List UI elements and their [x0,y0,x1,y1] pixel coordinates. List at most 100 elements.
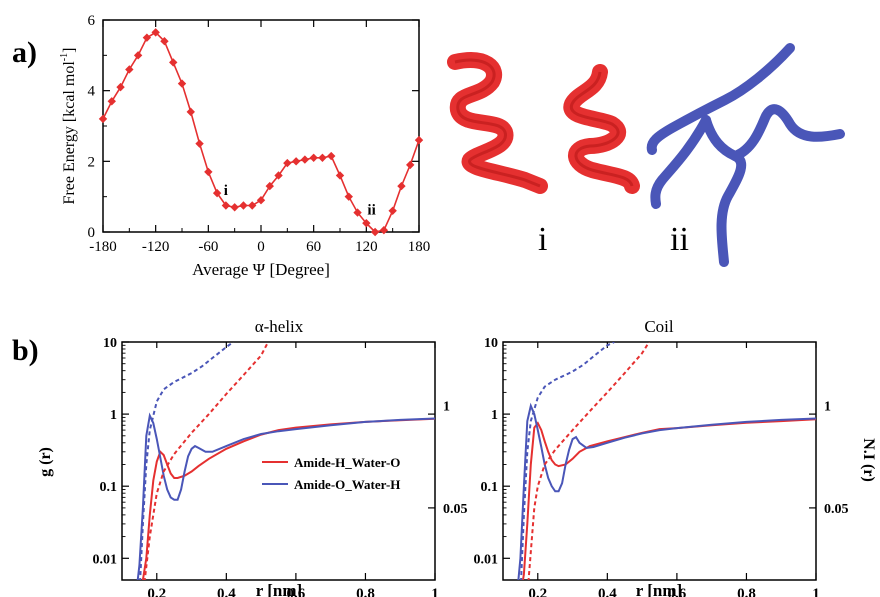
chart-a-point [397,181,406,191]
structure-label-ii: ii [670,221,689,258]
chart-a-point [309,153,318,162]
chart-a-annotations: iii [224,183,376,218]
chart-a-point [116,82,125,92]
chart-c-xlabel: r [nm] [636,581,682,597]
chart-c-xtick-label: 1 [812,586,820,597]
chart-a-annotation: ii [367,202,375,218]
chart-a-point [406,160,415,170]
chart-a-ylabel: Free Energy [kcal mol-1] [59,48,78,205]
chart-a-point [177,79,187,88]
chart-a-point [239,201,248,210]
chart-c-series [517,342,816,580]
chart-b-legend: Amide-H_Water-O Amide-O_Water-H [262,455,400,492]
chart-a-annotation: i [224,183,228,199]
chart-b-title: α-helix [255,317,304,336]
panel-label-a: a) [12,36,37,69]
legend-label-amide-o: Amide-O_Water-H [294,477,400,492]
chart-a-point [151,28,160,37]
chart-c-y2tick-label: 0.05 [824,502,849,517]
chart-c-series-line [517,402,816,580]
chart-a-point [283,158,292,168]
chart-b-xlabel: r [nm] [256,581,302,597]
coil-structure [646,43,845,267]
chart-a-point [133,51,143,60]
chart-a-point [98,114,108,124]
chart-a-point [265,181,274,191]
chart-b-series-line [141,417,435,580]
chart-b-ytick-label: 10 [103,336,117,351]
chart-a-ytick-label: 2 [88,154,96,170]
chart-b-ylabel: g (r) [37,447,54,477]
chart-a-ticks: -180 -120 -60 0 60 120 180 0 2 4 6 [88,13,431,255]
chart-a-point [300,155,310,164]
coil-rdf-chart: Coil 0.2 0.4 0.6 0.8 1 0.01 0.1 1 10 1 0.05 r [nm]… [474,317,878,597]
chart-c-xtick-label: 0.2 [528,586,547,597]
chart-b-series-line [143,342,269,580]
legend-label-amide-h: Amide-H_Water-O [294,455,400,470]
chart-c-ylabel: N.I (r) [860,438,877,482]
chart-c-frame [502,341,817,581]
helix-structure-1 [447,52,548,194]
chart-a-ylabel-close: ] [61,48,78,53]
chart-b-ytick-label: 0.1 [100,480,118,495]
chart-a-point [212,188,222,198]
chart-a-point [248,201,257,210]
chart-a-point [274,171,283,180]
chart-a-xtick-label: 180 [408,239,431,255]
chart-c-y2tick-label: 1 [824,399,831,414]
chart-a-point [344,192,353,201]
chart-a-ylabel-sup: -1 [59,53,70,61]
chart-a-point [353,208,362,217]
chart-a-xtick-label: -120 [142,239,170,255]
chart-c-xtick-label: 0.4 [598,586,617,597]
chart-a-point [142,33,152,42]
chart-a-xtick-label: -60 [198,239,218,255]
chart-b-series-line [136,412,435,580]
chart-a-point [379,226,389,235]
chart-c-ytick-label: 10 [484,336,498,351]
chart-a-ytick-label: 4 [88,84,96,100]
chart-a-point [318,153,327,162]
chart-a-point [160,37,169,46]
chart-a-point [195,139,204,148]
chart-b-frame [121,341,436,581]
chart-b-xtick-label: 0.2 [147,586,166,597]
chart-a-point [327,151,336,161]
chart-a-series [98,28,424,237]
chart-a-xlabel: Average Ψ [Degree] [192,260,330,279]
chart-c-series-line [521,418,816,580]
structure-label-i: i [538,221,547,258]
chart-b-xtick-label: 0.4 [217,586,236,597]
chart-c-ytick-label: 0.01 [474,552,499,567]
chart-b-series-line [139,342,234,580]
chart-a-xtick-label: 0 [257,239,265,255]
chart-b-y2tick-label: 0.05 [443,502,468,517]
chart-a-point [230,203,239,212]
chart-a-point [169,58,178,67]
helix-structure-2 [563,64,640,194]
chart-a-point [362,218,371,228]
panel-label-b: b) [12,334,39,367]
alpha-helix-rdf-chart: α-helix 0.2 0.4 0.6 0.8 1 0.01 0.1 1 10 1 0.05 r [… [37,317,468,597]
chart-c-ticks: 0.2 0.4 0.6 0.8 1 0.01 0.1 1 10 1 0.05 [474,336,849,597]
chart-a-point [414,135,424,145]
chart-b-xtick-label: 0.8 [356,586,375,597]
chart-b-ytick-label: 1 [110,408,117,423]
chart-c-ytick-label: 1 [491,408,498,423]
chart-c-title: Coil [644,317,674,336]
chart-a-point [291,157,301,166]
chart-a-point [335,171,345,180]
chart-b-ticks: 0.2 0.4 0.6 0.8 1 0.01 0.1 1 10 1 0.05 [93,336,468,597]
chart-a-ytick-label: 6 [88,13,96,29]
chart-b-xtick-label: 1 [431,586,439,597]
chart-a-point [107,97,116,106]
chart-b-xtick-label: 0.6 [287,586,306,597]
chart-c-xtick-label: 0.8 [737,586,756,597]
chart-a-point [204,167,213,177]
chart-b-series [136,342,435,580]
chart-a-ylabel-main: Free Energy [kcal mol [61,61,78,205]
chart-a-xtick-label: 60 [306,239,321,255]
chart-b-ytick-label: 0.01 [93,552,118,567]
